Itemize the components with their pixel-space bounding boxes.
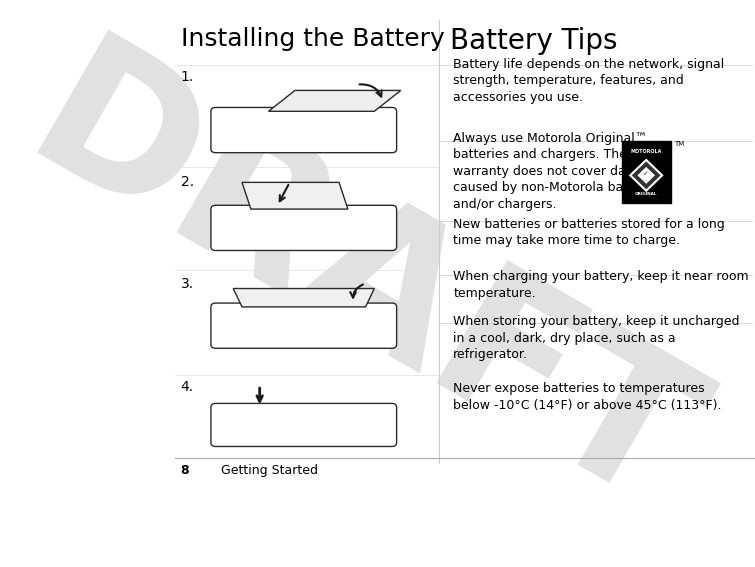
Text: TM: TM	[673, 141, 684, 147]
Text: Getting Started: Getting Started	[221, 464, 318, 477]
Polygon shape	[630, 160, 662, 191]
Polygon shape	[637, 167, 655, 184]
Text: When charging your battery, keep it near room
temperature.: When charging your battery, keep it near…	[453, 270, 749, 299]
Text: Installing the Battery: Installing the Battery	[180, 27, 444, 50]
Text: Never expose batteries to temperatures
below -10°C (14°F) or above 45°C (113°F).: Never expose batteries to temperatures b…	[453, 382, 722, 412]
Polygon shape	[233, 289, 374, 307]
Text: 3.: 3.	[180, 277, 193, 291]
Polygon shape	[242, 183, 348, 209]
FancyBboxPatch shape	[211, 403, 396, 446]
Text: DRAFT: DRAFT	[0, 23, 723, 550]
Text: When storing your battery, keep it uncharged
in a cool, dark, dry place, such as: When storing your battery, keep it uncha…	[453, 315, 740, 361]
FancyBboxPatch shape	[211, 108, 396, 153]
Text: Battery Tips: Battery Tips	[450, 27, 618, 55]
Text: Battery life depends on the network, signal
strength, temperature, features, and: Battery life depends on the network, sig…	[453, 58, 725, 104]
Text: 8: 8	[180, 464, 190, 477]
Text: ORIGINAL: ORIGINAL	[635, 192, 658, 196]
Text: 4.: 4.	[180, 380, 193, 393]
Text: MOTOROLA: MOTOROLA	[630, 149, 662, 154]
FancyBboxPatch shape	[211, 205, 396, 251]
FancyBboxPatch shape	[211, 303, 396, 348]
Text: 2.: 2.	[180, 175, 193, 189]
Text: New batteries or batteries stored for a long
time may take more time to charge.: New batteries or batteries stored for a …	[453, 218, 725, 247]
Polygon shape	[269, 90, 401, 111]
Text: ✓: ✓	[643, 171, 649, 177]
Text: 1.: 1.	[180, 70, 194, 84]
Text: Always use Motorola Original™
batteries and chargers. The
warranty does not cove: Always use Motorola Original™ batteries …	[453, 132, 664, 211]
Bar	[621, 141, 671, 203]
